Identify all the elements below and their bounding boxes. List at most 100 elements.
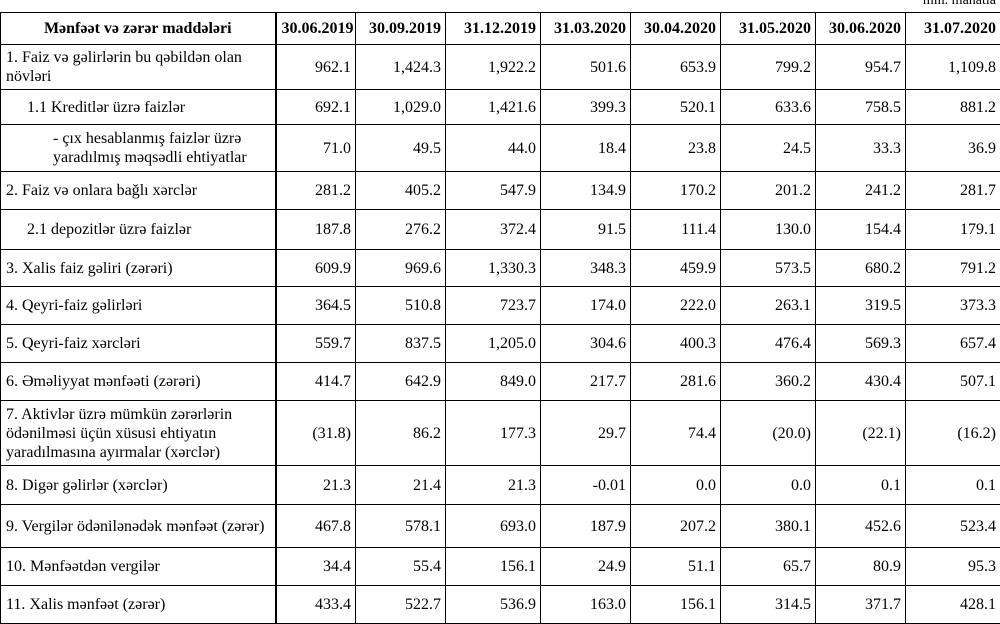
cell-value: 241.2 xyxy=(815,171,906,210)
cell-value: (22.1) xyxy=(815,400,906,466)
cell-value: 414.7 xyxy=(275,362,356,401)
cell-value: 657.4 xyxy=(905,324,1000,363)
cell-value: 177.3 xyxy=(445,400,541,466)
cell-value: 433.4 xyxy=(275,585,356,624)
cell-value: 44.0 xyxy=(445,124,541,172)
cell-value: 962.1 xyxy=(275,44,356,90)
cell-value: 559.7 xyxy=(275,324,356,363)
cell-value: 74.4 xyxy=(630,400,721,466)
cell-value: 71.0 xyxy=(275,124,356,172)
cell-value: 263.1 xyxy=(720,286,816,325)
header-date: 31.12.2019 xyxy=(445,12,541,45)
table-row: - çıx hesablanmış faizlər üzrə yaradılmı… xyxy=(0,124,1000,172)
cell-value: (31.8) xyxy=(275,400,356,466)
cell-value: 507.1 xyxy=(905,362,1000,401)
header-date: 31.07.2020 xyxy=(905,12,1000,45)
cell-value: 799.2 xyxy=(720,44,816,90)
table-row: 1.1 Kreditlər üzrə faizlər 692.1 1,029.0 1,… xyxy=(0,89,1000,125)
cell-value: 21.3 xyxy=(445,465,541,505)
cell-value: 29.7 xyxy=(540,400,631,466)
cell-value: 21.4 xyxy=(355,465,446,505)
cell-value: 23.8 xyxy=(630,124,721,172)
table-row: 5. Qeyri-faiz xərcləri 559.7 837.5 1,205.0 3… xyxy=(0,324,1000,363)
cell-value: 18.4 xyxy=(540,124,631,172)
cell-value: 24.9 xyxy=(540,547,631,586)
cell-value: 0.0 xyxy=(720,465,816,505)
cell-value: 319.5 xyxy=(815,286,906,325)
table-row: 8. Digər gəlirlər (xərclər) 21.3 21.4 21.3-… xyxy=(0,465,1000,505)
cell-value: 653.9 xyxy=(630,44,721,90)
row-label: - çıx hesablanmış faizlər üzrə yaradılmı… xyxy=(0,124,277,172)
cell-value: 1,421.6 xyxy=(445,89,541,125)
financial-table: Mənfəət və zərər maddələri 30.06.2019 30.0… xyxy=(0,12,1000,624)
table-row: 4. Qeyri-faiz gəlirləri 364.5 510.8 723.7 17… xyxy=(0,286,1000,325)
cell-value: 459.9 xyxy=(630,249,721,287)
header-row: Mənfəət və zərər maddələri 30.06.2019 30.0… xyxy=(0,12,1000,45)
cell-value: 207.2 xyxy=(630,504,721,548)
cell-value: 222.0 xyxy=(630,286,721,325)
cell-value: 547.9 xyxy=(445,171,541,210)
cell-value: 849.0 xyxy=(445,362,541,401)
header-date: 30.06.2019 xyxy=(275,12,356,45)
cell-value: 364.5 xyxy=(275,286,356,325)
row-label: 8. Digər gəlirlər (xərclər) xyxy=(0,465,277,505)
cell-value: 399.3 xyxy=(540,89,631,125)
cell-value: 174.0 xyxy=(540,286,631,325)
cell-value: 1,109.8 xyxy=(905,44,1000,90)
cell-value: 428.1 xyxy=(905,585,1000,624)
row-label: 1.1 Kreditlər üzrə faizlər xyxy=(0,89,277,125)
cell-value: 400.3 xyxy=(630,324,721,363)
cell-value: (16.2) xyxy=(905,400,1000,466)
cell-value: 281.7 xyxy=(905,171,1000,210)
cell-value: 372.4 xyxy=(445,209,541,250)
cell-value: 0.1 xyxy=(815,465,906,505)
table-row: 3. Xalis faiz gəliri (zərəri) 609.9 969.6 1… xyxy=(0,249,1000,287)
cell-value: 65.7 xyxy=(720,547,816,586)
cell-value: 33.3 xyxy=(815,124,906,172)
cell-value: 80.9 xyxy=(815,547,906,586)
cell-value: 0.1 xyxy=(905,465,1000,505)
cell-value: 837.5 xyxy=(355,324,446,363)
row-label: 5. Qeyri-faiz xərcləri xyxy=(0,324,277,363)
cell-value: 314.5 xyxy=(720,585,816,624)
cell-value: 791.2 xyxy=(905,249,1000,287)
cell-value: 1,029.0 xyxy=(355,89,446,125)
cell-value: 179.1 xyxy=(905,209,1000,250)
cell-value: 969.6 xyxy=(355,249,446,287)
cell-value: 680.2 xyxy=(815,249,906,287)
row-label: 2. Faiz və onlara bağlı xərclər xyxy=(0,171,277,210)
cell-value: 522.7 xyxy=(355,585,446,624)
row-label: 3. Xalis faiz gəliri (zərəri) xyxy=(0,249,277,287)
table-row: 1. Faiz və gəlirlərin bu qəbildən olan n… xyxy=(0,44,1000,90)
row-label: 4. Qeyri-faiz gəlirləri xyxy=(0,286,277,325)
cell-value: 34.4 xyxy=(275,547,356,586)
cell-value: 134.9 xyxy=(540,171,631,210)
unit-note: mln. manatla xyxy=(922,0,996,8)
cell-value: 95.3 xyxy=(905,547,1000,586)
cell-value: 501.6 xyxy=(540,44,631,90)
row-label: 2.1 depozitlər üzrə faizlər xyxy=(0,209,277,250)
cell-value: 452.6 xyxy=(815,504,906,548)
cell-value: 201.2 xyxy=(720,171,816,210)
cell-value: 467.8 xyxy=(275,504,356,548)
cell-value: 520.1 xyxy=(630,89,721,125)
cell-value: 371.7 xyxy=(815,585,906,624)
header-label: Mənfəət və zərər maddələri xyxy=(0,12,277,45)
cell-value: 348.3 xyxy=(540,249,631,287)
cell-value: 111.4 xyxy=(630,209,721,250)
cell-value: 1,922.2 xyxy=(445,44,541,90)
row-label: 6. Əməliyyat mənfəəti (zərəri) xyxy=(0,362,277,401)
cell-value: 217.7 xyxy=(540,362,631,401)
row-label: 9. Vergilər ödənilənədək mənfəət (zərər) xyxy=(0,504,277,548)
cell-value: 536.9 xyxy=(445,585,541,624)
cell-value: 569.3 xyxy=(815,324,906,363)
cell-value: 633.6 xyxy=(720,89,816,125)
cell-value: 1,330.3 xyxy=(445,249,541,287)
table-row: 6. Əməliyyat mənfəəti (zərəri) 414.7 642.9… xyxy=(0,362,1000,401)
cell-value: 380.1 xyxy=(720,504,816,548)
cell-value: 523.4 xyxy=(905,504,1000,548)
header-date: 30.06.2020 xyxy=(815,12,906,45)
cell-value: 276.2 xyxy=(355,209,446,250)
cell-value: 21.3 xyxy=(275,465,356,505)
